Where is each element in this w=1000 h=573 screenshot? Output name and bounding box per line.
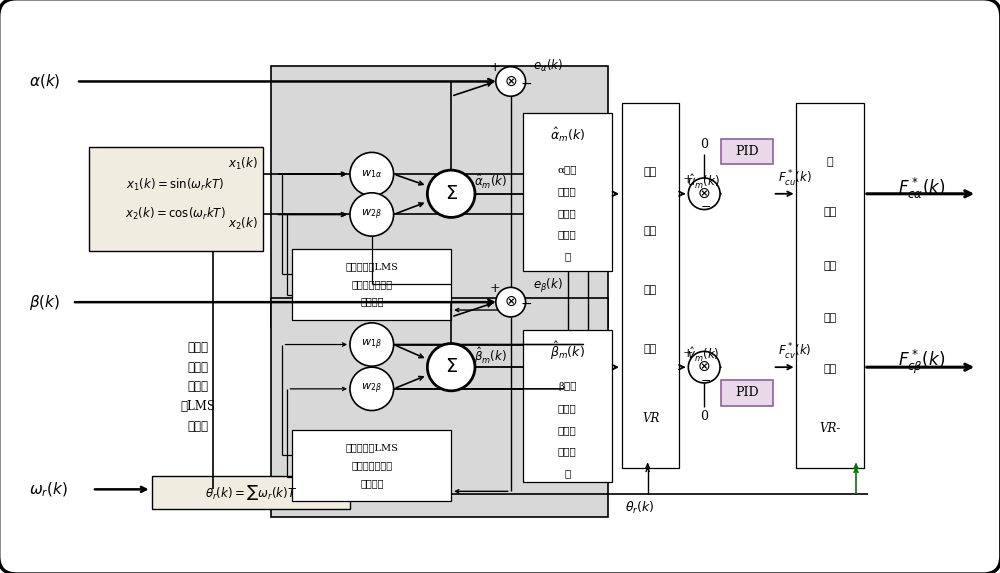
Text: 反: 反 [827, 157, 834, 167]
Text: 振动位: 振动位 [558, 209, 577, 218]
Text: $e_\beta(k)$: $e_\beta(k)$ [533, 277, 562, 296]
Circle shape [350, 323, 394, 366]
Text: +: + [683, 347, 694, 360]
Text: +: + [683, 174, 694, 186]
Text: 步长函数的LMS: 步长函数的LMS [345, 444, 398, 453]
Circle shape [427, 170, 475, 217]
Text: $x_2(k)$: $x_2(k)$ [228, 216, 258, 233]
Text: 移信号: 移信号 [188, 380, 209, 394]
Text: 同步: 同步 [644, 226, 657, 236]
Text: 变换: 变换 [824, 364, 837, 374]
Text: $F^*_{c\alpha}(k)$: $F^*_{c\alpha}(k)$ [898, 176, 945, 201]
Text: $w_{2\beta}$: $w_{2\beta}$ [361, 207, 382, 222]
FancyBboxPatch shape [292, 430, 451, 501]
FancyBboxPatch shape [271, 66, 608, 327]
FancyBboxPatch shape [89, 147, 263, 251]
Text: $x_1(k)=\sin(\omega_r kT)$: $x_1(k)=\sin(\omega_r kT)$ [126, 177, 224, 193]
FancyBboxPatch shape [721, 139, 773, 164]
Text: $w_{1\beta}$: $w_{1\beta}$ [361, 337, 382, 352]
Text: 变换: 变换 [644, 344, 657, 355]
FancyBboxPatch shape [292, 249, 451, 320]
Text: $e_\alpha(k)$: $e_\alpha(k)$ [533, 58, 563, 74]
Text: $\Sigma$: $\Sigma$ [445, 185, 458, 203]
Text: 滤波权值调整自: 滤波权值调整自 [351, 461, 392, 470]
Text: PID: PID [735, 386, 759, 399]
Text: $\Sigma$: $\Sigma$ [445, 358, 458, 376]
Text: $x_1(k)$: $x_1(k)$ [228, 156, 258, 172]
Text: $\theta_r(k)=\sum\omega_r(k)T$: $\theta_r(k)=\sum\omega_r(k)T$ [205, 483, 297, 502]
Text: 旋转: 旋转 [644, 285, 657, 295]
Text: 0: 0 [700, 138, 708, 151]
Text: 适应算法: 适应算法 [360, 479, 384, 488]
Text: $\theta_r(k)$: $\theta_r(k)$ [625, 500, 654, 516]
Text: $F^*_{cv}(k)$: $F^*_{cv}(k)$ [778, 342, 811, 363]
Circle shape [688, 351, 720, 383]
Text: $\otimes$: $\otimes$ [504, 74, 517, 88]
Text: 0: 0 [700, 410, 708, 423]
Text: $F^*_{c\beta}(k)$: $F^*_{c\beta}(k)$ [898, 348, 945, 376]
FancyBboxPatch shape [152, 476, 350, 509]
Text: 转子: 转子 [824, 206, 837, 217]
Text: 移估计: 移估计 [558, 448, 577, 457]
Circle shape [496, 66, 526, 96]
Text: 振动位: 振动位 [558, 426, 577, 435]
Text: 滤波器: 滤波器 [188, 420, 209, 433]
Text: +: + [490, 282, 500, 295]
Text: 步长函数的LMS: 步长函数的LMS [345, 262, 398, 271]
Text: 不平衡: 不平衡 [558, 187, 577, 197]
Text: −: − [521, 297, 532, 311]
FancyBboxPatch shape [721, 380, 773, 406]
Text: $\hat{\alpha}_m(k)$: $\hat{\alpha}_m(k)$ [550, 125, 585, 144]
Text: $\hat{\beta}_m(k)$: $\hat{\beta}_m(k)$ [550, 340, 585, 363]
FancyBboxPatch shape [271, 298, 608, 517]
Text: $w_{2\beta}$: $w_{2\beta}$ [361, 382, 382, 396]
Text: 值: 值 [564, 469, 570, 478]
Text: 适应算法: 适应算法 [360, 297, 384, 307]
Text: $\alpha(k)$: $\alpha(k)$ [29, 72, 61, 91]
Text: 的LMS: 的LMS [181, 400, 216, 413]
Text: $\otimes$: $\otimes$ [697, 360, 711, 374]
Text: $\hat{\alpha}_m(k)$: $\hat{\alpha}_m(k)$ [474, 173, 507, 191]
Text: $w_{1\alpha}$: $w_{1\alpha}$ [361, 168, 382, 180]
Text: 不平衡: 不平衡 [558, 404, 577, 413]
FancyBboxPatch shape [523, 113, 612, 270]
Text: $\hat{v}_m(k)$: $\hat{v}_m(k)$ [687, 346, 720, 364]
Text: VR-: VR- [820, 422, 841, 435]
FancyBboxPatch shape [523, 329, 612, 482]
Circle shape [350, 152, 394, 196]
FancyBboxPatch shape [622, 103, 679, 468]
Text: 移估计: 移估计 [558, 231, 577, 240]
Text: $\beta(k)$: $\beta(k)$ [29, 293, 61, 312]
Text: $\hat{u}_m(k)$: $\hat{u}_m(k)$ [687, 173, 720, 191]
Text: +: + [490, 61, 500, 74]
Text: 转子: 转子 [644, 167, 657, 177]
Text: $F^*_{cu}(k)$: $F^*_{cu}(k)$ [778, 169, 811, 189]
Text: $x_2(k)=\cos(\omega_r kT)$: $x_2(k)=\cos(\omega_r kT)$ [125, 206, 226, 222]
FancyBboxPatch shape [796, 103, 864, 468]
Circle shape [350, 367, 394, 410]
Text: $\omega_r(k)$: $\omega_r(k)$ [29, 480, 68, 499]
Text: 值: 值 [564, 252, 570, 261]
Text: 旋转: 旋转 [824, 313, 837, 323]
Text: 不平衡: 不平衡 [188, 341, 209, 354]
Text: 同步: 同步 [824, 261, 837, 270]
Circle shape [688, 178, 720, 210]
Text: −: − [701, 201, 711, 214]
Text: $\otimes$: $\otimes$ [697, 187, 711, 201]
Text: −: − [701, 375, 711, 387]
Text: VR: VR [642, 412, 659, 425]
Circle shape [496, 288, 526, 317]
Circle shape [427, 344, 475, 391]
Text: 振动位: 振动位 [188, 360, 209, 374]
Text: β方向: β方向 [558, 382, 577, 391]
Text: $\hat{\beta}_m(k)$: $\hat{\beta}_m(k)$ [474, 345, 507, 366]
Text: −: − [521, 76, 532, 91]
Text: α方向: α方向 [558, 166, 577, 175]
Circle shape [350, 193, 394, 236]
Text: 滤波权值调整自: 滤波权值调整自 [351, 280, 392, 289]
Text: $\otimes$: $\otimes$ [504, 295, 517, 309]
Text: PID: PID [735, 145, 759, 158]
